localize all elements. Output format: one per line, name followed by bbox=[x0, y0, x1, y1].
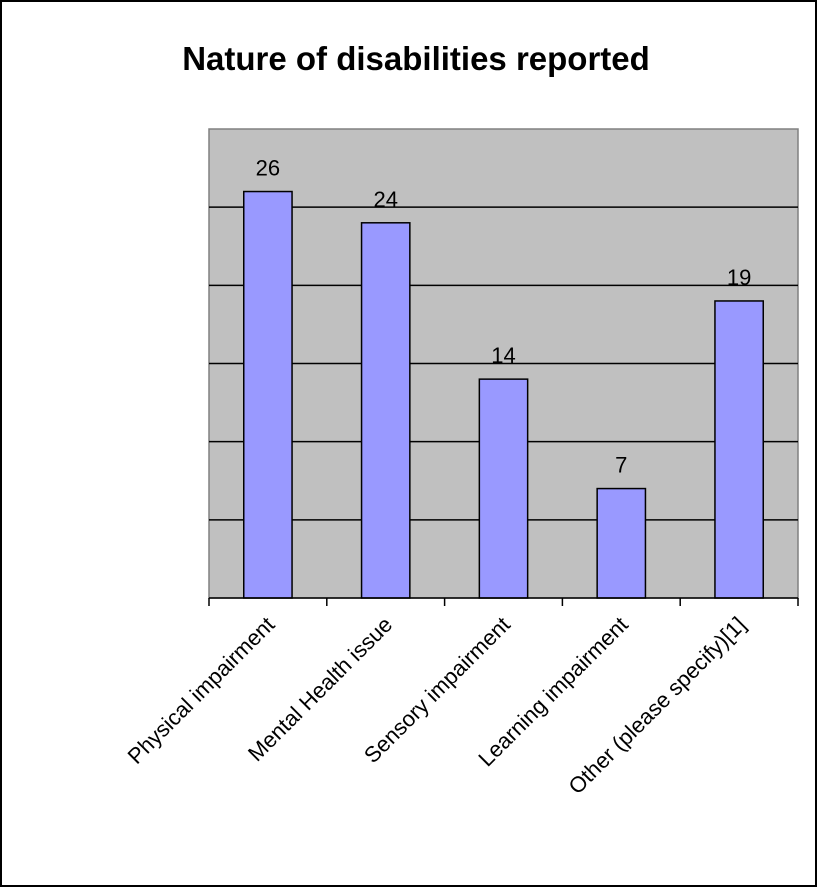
data-label: 24 bbox=[373, 187, 397, 212]
data-label: 14 bbox=[491, 343, 515, 368]
data-label: 19 bbox=[727, 265, 751, 290]
bar bbox=[478, 378, 529, 599]
bars bbox=[243, 190, 764, 599]
bar bbox=[360, 222, 411, 599]
data-label: 7 bbox=[615, 453, 627, 478]
bar bbox=[714, 300, 764, 599]
data-label: 26 bbox=[256, 156, 280, 181]
bar bbox=[596, 487, 647, 599]
x-axis bbox=[208, 597, 799, 606]
chart-title: Nature of disabilities reported bbox=[182, 40, 650, 77]
data-labels: 26 24 14 7 19 bbox=[256, 156, 752, 478]
bar bbox=[243, 190, 293, 599]
